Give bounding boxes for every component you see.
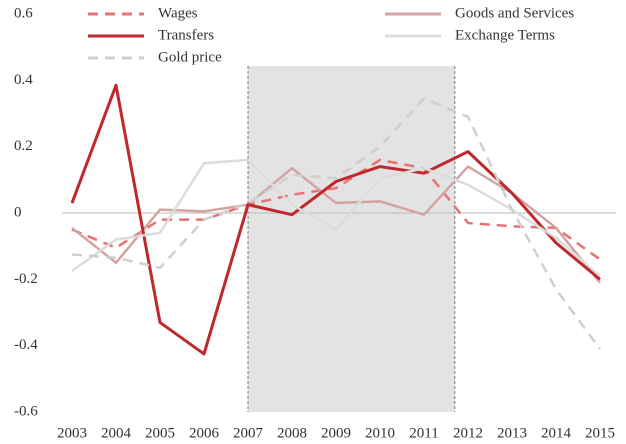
y-tick-label: -0.6 xyxy=(14,403,38,419)
y-tick-label: -0.4 xyxy=(14,337,38,353)
y-tick-label: 0.4 xyxy=(14,72,33,88)
series-line xyxy=(70,83,601,356)
legend-label: Transfers xyxy=(158,27,214,43)
legend-label: Gold price xyxy=(158,49,222,65)
y-tick-label: -0.2 xyxy=(14,271,38,287)
x-tick-label: 2004 xyxy=(101,425,132,441)
y-tick-label: 0.6 xyxy=(14,5,33,21)
x-tick-label: 2003 xyxy=(57,425,87,441)
x-tick-label: 2005 xyxy=(145,425,175,441)
x-tick-label: 2014 xyxy=(541,425,572,441)
x-tick-label: 2009 xyxy=(321,425,351,441)
x-tick-label: 2011 xyxy=(409,425,438,441)
x-tick-label: 2010 xyxy=(365,425,395,441)
x-tick-label: 2013 xyxy=(497,425,527,441)
legend-label: Wages xyxy=(158,5,198,21)
x-tick-label: 2007 xyxy=(233,425,264,441)
y-tick-label: 0 xyxy=(14,204,22,220)
legend-label: Exchange Terms xyxy=(455,27,555,43)
x-tick-label: 2015 xyxy=(585,425,615,441)
legend-label: Goods and Services xyxy=(455,5,574,21)
series-line xyxy=(71,158,601,261)
y-tick-label: 0.2 xyxy=(14,138,33,154)
shaded-band xyxy=(248,66,455,412)
series-line xyxy=(71,97,602,350)
x-tick-label: 2006 xyxy=(189,425,220,441)
x-tick-label: 2008 xyxy=(277,425,307,441)
x-tick-label: 2012 xyxy=(453,425,483,441)
